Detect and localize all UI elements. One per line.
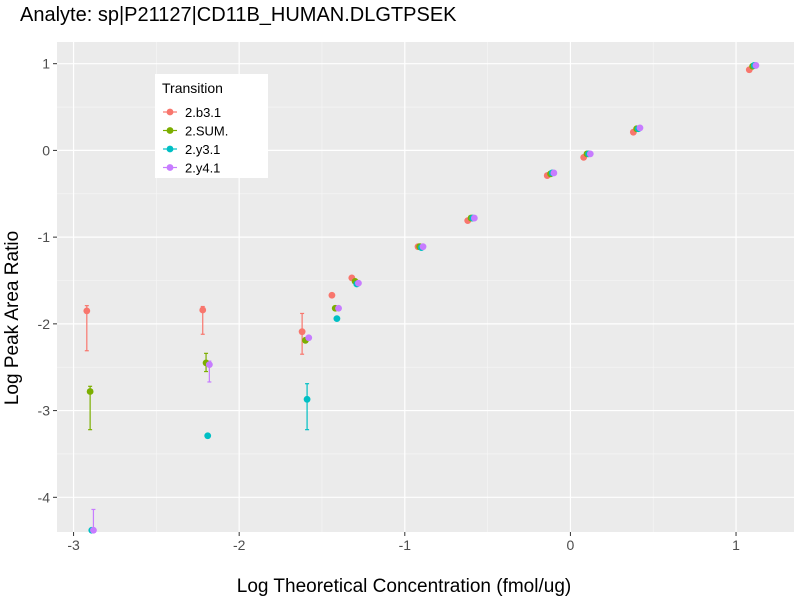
data-point	[204, 432, 212, 440]
data-point	[328, 291, 336, 299]
y-tick-label: -2	[38, 316, 51, 332]
data-point	[333, 315, 341, 323]
x-tick-label: -1	[399, 537, 412, 553]
data-point	[298, 328, 306, 336]
data-point	[86, 388, 94, 395]
legend-key-point	[166, 164, 174, 171]
data-point	[305, 334, 313, 342]
data-point	[550, 169, 558, 177]
legend-title: Transition	[162, 80, 223, 96]
data-point	[355, 279, 362, 287]
legend-key-point	[166, 108, 174, 116]
x-tick-label: -2	[233, 537, 246, 553]
legend-key-point	[166, 145, 174, 153]
data-point	[303, 395, 311, 403]
data-point	[205, 361, 213, 369]
y-tick-label: 0	[42, 142, 50, 158]
legend-label: 2.b3.1	[185, 105, 221, 120]
data-point	[752, 62, 760, 69]
legend-key-point	[166, 127, 174, 134]
data-point	[83, 307, 91, 315]
legend-box	[155, 74, 268, 178]
x-tick-label: 0	[567, 537, 575, 553]
x-axis-label: Log Theoretical Concentration (fmol/ug)	[236, 576, 572, 597]
legend-label: 2.SUM.	[185, 124, 228, 139]
data-point	[335, 304, 342, 312]
y-tick-label: -3	[38, 403, 51, 419]
data-point	[419, 243, 427, 251]
x-tick-label: -3	[67, 537, 80, 553]
y-tick-label: -1	[38, 229, 51, 245]
y-tick-label: 1	[42, 56, 50, 72]
y-tick-label: -4	[38, 489, 51, 505]
data-point	[636, 124, 644, 132]
legend-label: 2.y4.1	[185, 161, 220, 176]
x-tick-label: 1	[732, 537, 740, 553]
data-point	[470, 214, 478, 222]
chart-title: Analyte: sp|P21127|CD11B_HUMAN.DLGTPSEK	[20, 4, 457, 26]
data-point	[90, 526, 97, 534]
data-point	[199, 306, 207, 314]
legend-label: 2.y3.1	[185, 142, 220, 157]
data-point	[586, 150, 594, 158]
